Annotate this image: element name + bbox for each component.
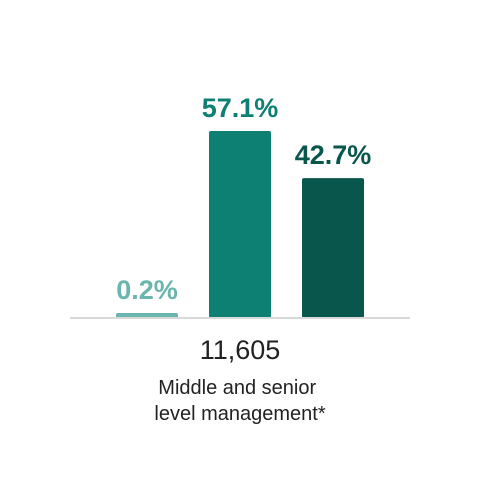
- bar-2: [209, 131, 271, 318]
- bar-value-label-3: 42.7%: [295, 140, 372, 170]
- bar-value-label-1: 0.2%: [116, 275, 178, 305]
- category-total-label: 11,605: [200, 335, 281, 365]
- category-label: Middle and senior level management*: [154, 377, 325, 425]
- bar-labels-group: 0.2% 57.1% 42.7%: [116, 93, 371, 305]
- bar-1: [116, 313, 178, 318]
- category-label-line-1: Middle and senior: [158, 377, 316, 399]
- category-label-line-2: level management*: [154, 403, 325, 425]
- bars-group: [116, 131, 364, 318]
- bar-3: [302, 178, 364, 318]
- bar-value-label-2: 57.1%: [202, 93, 279, 123]
